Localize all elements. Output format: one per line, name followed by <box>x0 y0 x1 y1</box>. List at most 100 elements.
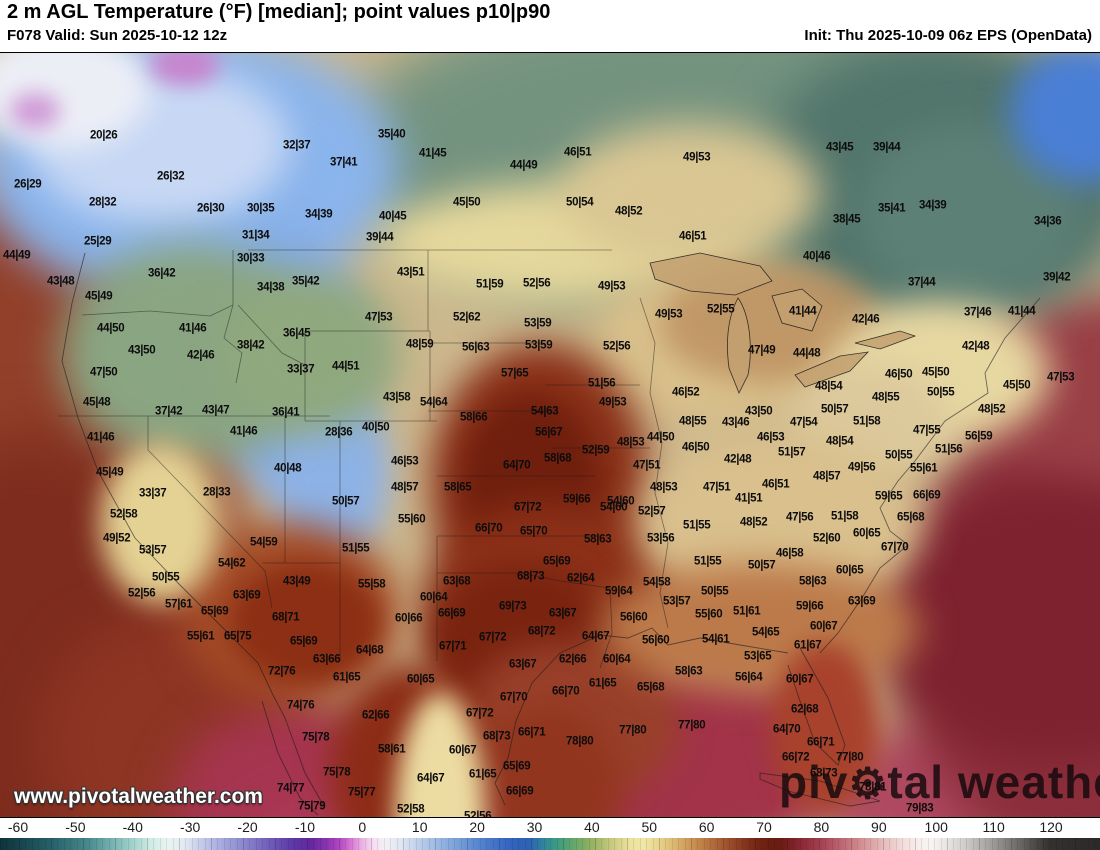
point-value: 56|60 <box>642 634 670 647</box>
point-value: 51|57 <box>778 446 806 459</box>
point-value: 65|69 <box>543 555 571 568</box>
colorbar: -60 -50 -40 -30 -20 -10 0 10 20 30 40 50 60 70 80 90 100… <box>0 818 1100 850</box>
point-value: 59|66 <box>796 600 824 613</box>
point-value: 46|50 <box>682 441 710 454</box>
point-value: 28|32 <box>89 196 117 209</box>
point-value: 75|78 <box>323 766 351 779</box>
point-value: 47|56 <box>786 511 814 524</box>
point-value: 48|52 <box>740 516 768 529</box>
point-value: 53|57 <box>663 595 691 608</box>
point-value: 78|81 <box>859 781 887 794</box>
point-value: 41|46 <box>87 431 115 444</box>
point-value: 66|71 <box>518 726 546 739</box>
point-value: 65|69 <box>290 635 318 648</box>
point-value: 33|37 <box>139 487 167 500</box>
point-value: 68|71 <box>272 611 300 624</box>
point-value: 77|80 <box>619 724 647 737</box>
point-value: 60|64 <box>420 591 448 604</box>
point-value: 45|50 <box>1003 379 1031 392</box>
point-value: 49|56 <box>848 461 876 474</box>
point-value: 57|65 <box>501 367 529 380</box>
point-value: 79|83 <box>906 802 934 815</box>
point-value: 45|48 <box>83 396 111 409</box>
point-value: 69|73 <box>499 600 527 613</box>
point-value: 68|72 <box>528 625 556 638</box>
point-value: 50|57 <box>748 559 776 572</box>
watermark-url-text: www.pivotalweather.com <box>14 785 263 808</box>
point-value: 48|59 <box>406 338 434 351</box>
point-value: 53|56 <box>647 532 675 545</box>
map-canvas: 20|26 32|37 37|41 26|29 26|32 28|32 26|30 30|35… <box>0 52 1100 818</box>
point-value: 38|45 <box>833 213 861 226</box>
point-value: 63|68 <box>443 575 471 588</box>
point-value: 31|34 <box>242 229 270 242</box>
point-value: 49|53 <box>683 151 711 164</box>
point-value: 41|44 <box>789 305 817 318</box>
colorbar-tick: -20 <box>237 819 258 835</box>
point-value: 64|67 <box>582 630 610 643</box>
point-value: 51|58 <box>831 510 859 523</box>
point-value: 61|65 <box>469 768 497 781</box>
point-value: 48|53 <box>617 436 645 449</box>
point-value: 56|60 <box>620 611 648 624</box>
point-value: 45|49 <box>85 290 113 303</box>
point-value: 58|63 <box>675 665 703 678</box>
point-value: 52|55 <box>707 303 735 316</box>
point-value: 66|72 <box>782 751 810 764</box>
colorbar-tick-labels: -60 -50 -40 -30 -20 -10 0 10 20 30 40 50 60 70 80 90 100… <box>0 819 1100 837</box>
colorbar-tick: 100 <box>924 819 948 835</box>
point-value: 42|48 <box>724 453 752 466</box>
point-value: 60|65 <box>836 564 864 577</box>
point-value: 60|64 <box>603 653 631 666</box>
point-value: 55|61 <box>187 630 215 643</box>
point-value: 28|36 <box>325 426 353 439</box>
point-value: 54|64 <box>420 396 448 409</box>
point-value: 37|41 <box>330 156 358 169</box>
point-value: 46|53 <box>391 455 419 468</box>
colorbar-tick: -60 <box>7 819 29 835</box>
point-value: 20|26 <box>90 129 118 142</box>
point-value: 58|61 <box>378 743 406 756</box>
point-value: 51|58 <box>853 415 881 428</box>
colorbar-tick: 90 <box>871 819 887 835</box>
point-value: 59|65 <box>875 490 903 503</box>
point-value: 34|38 <box>257 281 285 294</box>
point-value: 77|80 <box>836 751 864 764</box>
point-value: 50|57 <box>332 495 360 508</box>
colorbar-tick: 40 <box>584 819 600 835</box>
pivotal-weather-logo: piv⚙tal weather <box>779 759 1100 805</box>
point-value: 40|50 <box>362 421 390 434</box>
point-value: 34|36 <box>1034 215 1062 228</box>
point-value: 47|51 <box>633 459 661 472</box>
point-value: 67|72 <box>466 707 494 720</box>
point-value: 53|65 <box>744 650 772 663</box>
point-value: 39|44 <box>366 231 394 244</box>
point-value: 37|46 <box>964 306 992 319</box>
point-value: 41|45 <box>419 147 447 160</box>
colorbar-tick: 70 <box>756 819 772 835</box>
point-value: 58|63 <box>799 575 827 588</box>
point-value: 51|55 <box>683 519 711 532</box>
point-value: 67|72 <box>479 631 507 644</box>
point-value: 75|77 <box>348 786 376 799</box>
colorbar-tick: 60 <box>698 819 715 835</box>
colorbar-tick: 120 <box>1039 819 1063 835</box>
colorbar-gradient <box>0 838 1100 850</box>
point-value: 46|51 <box>762 478 790 491</box>
colorbar-tick: -30 <box>180 819 201 835</box>
point-value: 48|57 <box>391 481 419 494</box>
point-value: 30|35 <box>247 202 275 215</box>
point-value: 52|56 <box>523 277 551 290</box>
point-value: 54|62 <box>218 557 246 570</box>
point-value: 65|69 <box>503 760 531 773</box>
point-value: 48|54 <box>826 435 854 448</box>
header: 2 m AGL Temperature (°F) [median]; point… <box>0 0 1100 52</box>
point-value: 47|53 <box>1047 371 1075 384</box>
point-value: 65|68 <box>897 511 925 524</box>
borders-overlay <box>58 249 1041 816</box>
point-value: 48|55 <box>872 391 900 404</box>
init-time-label: Init: Thu 2025-10-09 06z EPS (OpenData) <box>804 27 1092 44</box>
point-value: 77|80 <box>678 719 706 732</box>
point-value: 40|45 <box>379 210 407 223</box>
